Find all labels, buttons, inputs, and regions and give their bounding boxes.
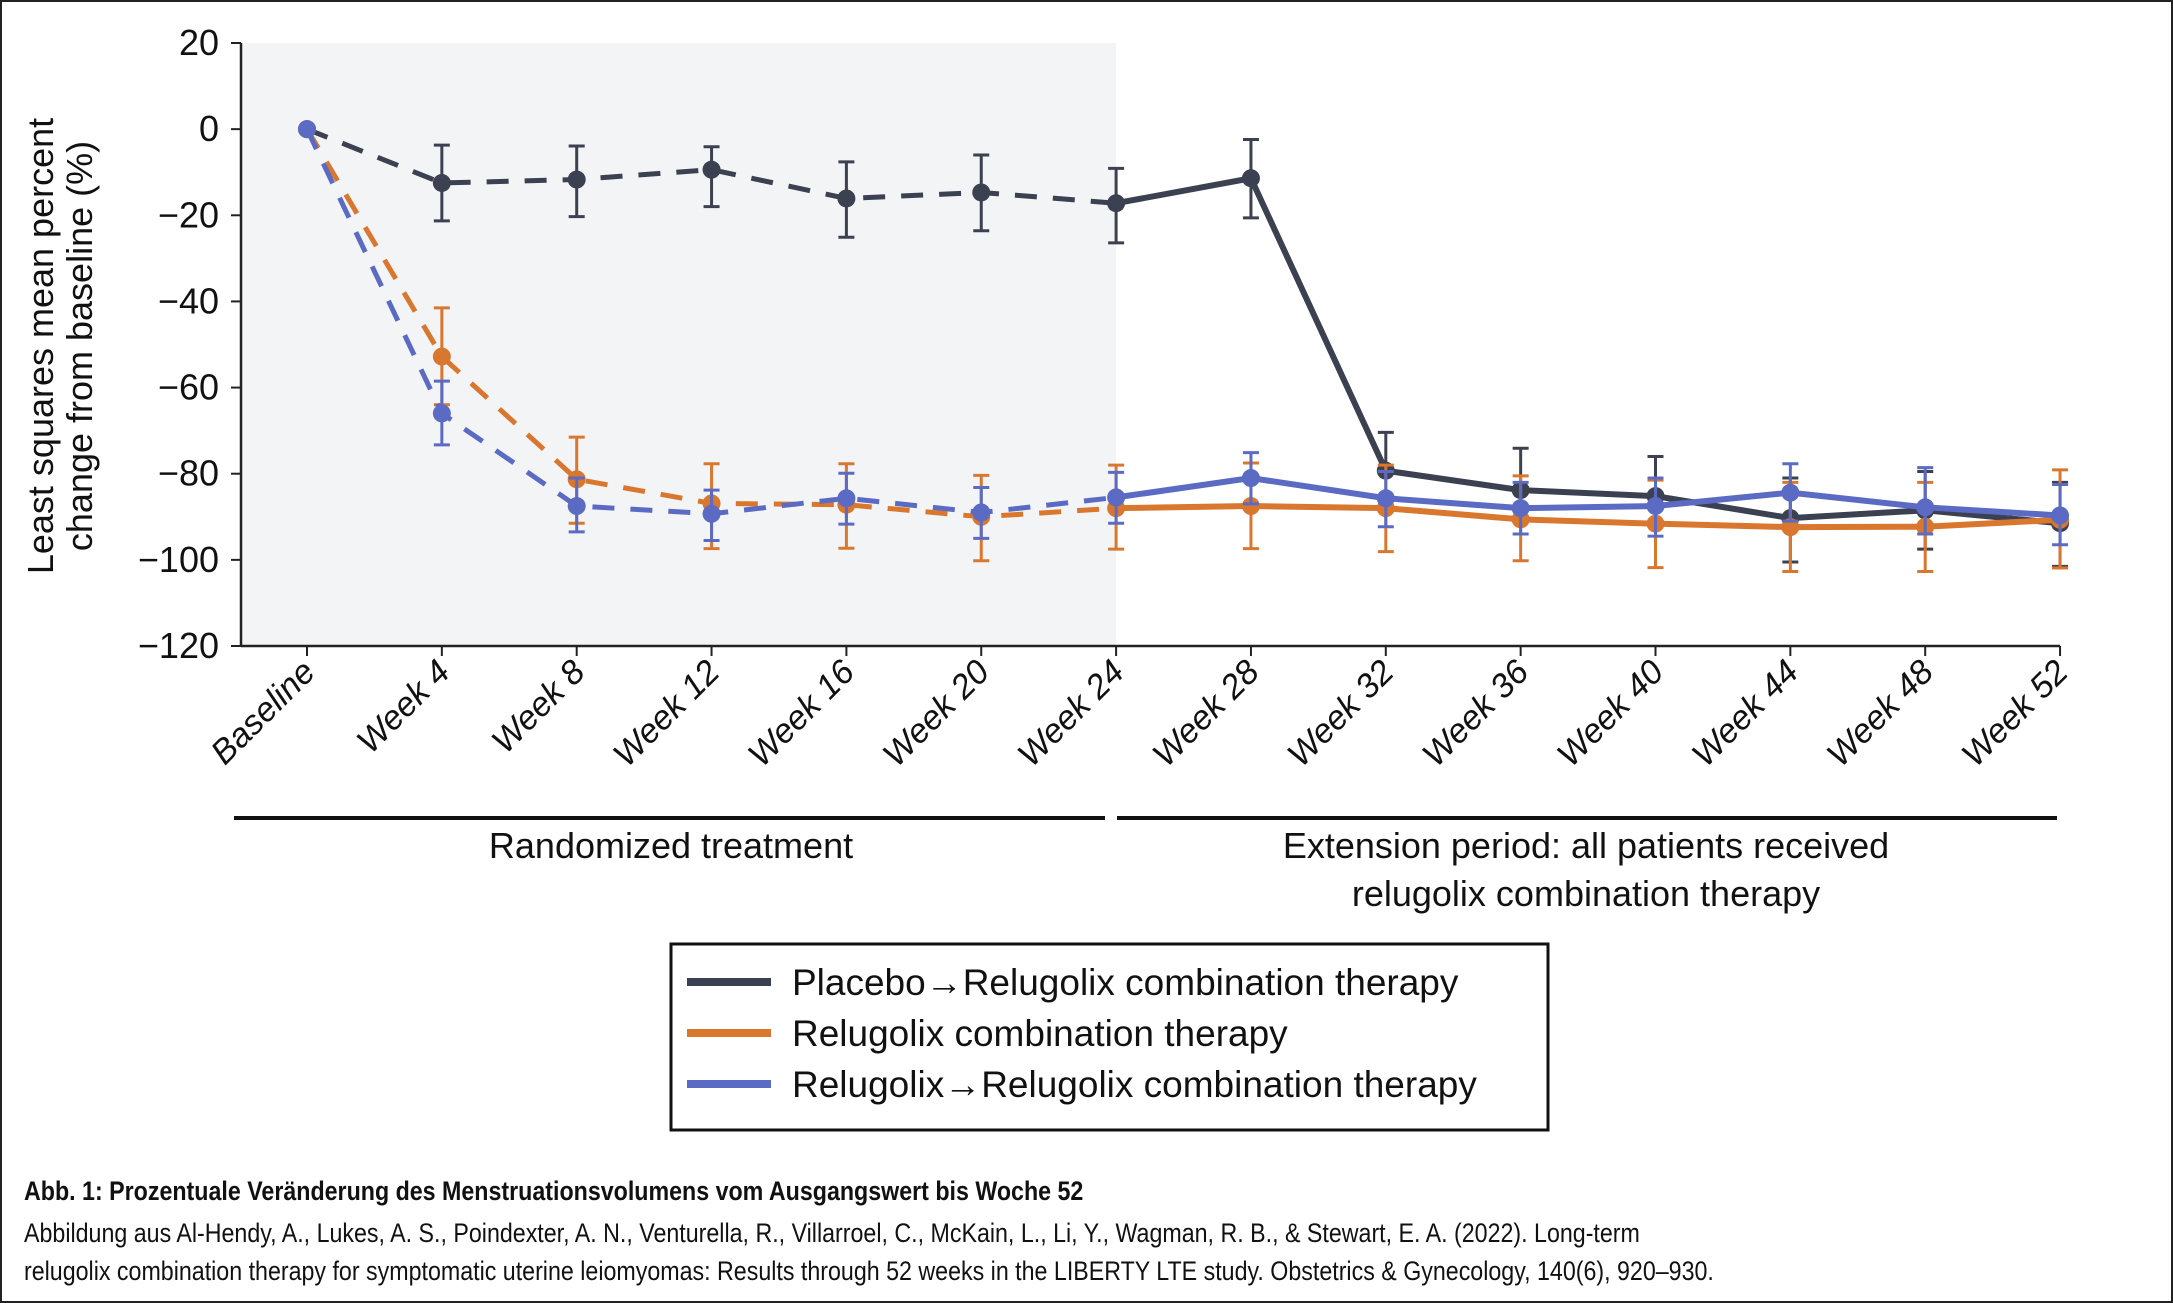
data-point	[972, 503, 991, 522]
data-point	[1241, 497, 1260, 516]
figure-caption-citation-line-1: Abbildung aus Al-Hendy, A., Lukes, A. S.…	[24, 1218, 1640, 1248]
data-point	[972, 183, 991, 202]
x-tick-label: Week 4	[350, 653, 458, 761]
x-axis: Baseline Week 4 Week 8 Week 12 Week 16 Week 2…	[204, 644, 2076, 774]
data-point	[1107, 488, 1126, 507]
y-tick-label: −60	[158, 367, 219, 408]
data-point	[1781, 518, 1800, 537]
data-point	[1781, 483, 1800, 502]
data-point	[1241, 469, 1260, 488]
y-tick-label: −120	[138, 625, 219, 666]
data-point	[702, 504, 721, 523]
x-tick-label: Week 28	[1145, 653, 1266, 774]
y-axis-label-line-2: change from baseline (%)	[59, 141, 100, 551]
y-tick-label: 20	[179, 22, 219, 63]
figure-caption-title: Abb. 1: Prozentuale Veränderung des Mens…	[24, 1176, 1084, 1206]
data-point	[1376, 489, 1395, 508]
data-point	[567, 497, 586, 516]
series-line-solid	[1115, 474, 2061, 519]
y-tick-label: −20	[158, 194, 219, 235]
data-point	[1511, 499, 1530, 518]
data-point	[1646, 497, 1665, 516]
data-point	[1107, 194, 1126, 213]
extension-period-label-line-2: relugolix combination therapy	[1352, 873, 1820, 914]
legend-label: Placebo→Relugolix combination therapy	[792, 962, 1459, 1003]
period-brackets: Randomized treatment Extension period: al…	[234, 816, 2057, 914]
x-tick-label: Week 8	[484, 653, 592, 761]
extension-period-label-line-1: Extension period: all patients received	[1283, 825, 1889, 866]
data-point	[2051, 506, 2070, 525]
x-tick-label: Week 40	[1550, 653, 1671, 774]
data-point	[432, 404, 451, 423]
y-axis-label: Least squares mean percent change from b…	[20, 118, 100, 574]
x-tick-label: Baseline	[204, 653, 323, 772]
x-tick-label: Week 20	[876, 653, 997, 774]
y-tick-label: −80	[158, 453, 219, 494]
x-tick-label: Week 24	[1010, 653, 1131, 774]
figure-caption-citation-line-2: relugolix combination therapy for sympto…	[24, 1256, 1714, 1286]
x-tick-label: Week 48	[1820, 653, 1941, 774]
y-tick-label: −100	[138, 539, 219, 580]
data-point	[1241, 169, 1260, 188]
x-tick-label: Week 16	[741, 653, 862, 774]
x-tick-label: Week 36	[1415, 653, 1536, 774]
x-tick-label: Week 12	[606, 653, 727, 774]
data-point	[298, 120, 316, 139]
randomized-period-label: Randomized treatment	[489, 825, 853, 866]
y-axis-label-line-1: Least squares mean percent	[20, 118, 61, 574]
x-tick-label: Week 32	[1280, 653, 1401, 774]
legend-label: Relugolix combination therapy	[792, 1013, 1288, 1054]
data-point	[432, 173, 451, 192]
legend-box	[669, 942, 1550, 1132]
data-point	[837, 189, 856, 208]
y-tick-label: 0	[199, 108, 219, 149]
legend-label: Relugolix→Relugolix combination therapy	[792, 1064, 1477, 1105]
series-line-solid	[1116, 503, 2061, 531]
data-point	[567, 170, 586, 189]
x-tick-label: Week 52	[1954, 653, 2075, 774]
series-layer	[298, 120, 2070, 573]
data-point	[837, 489, 856, 508]
data-point	[1916, 498, 1935, 517]
legend: Placebo→Relugolix combination therapy Rel…	[669, 942, 1550, 1132]
chart: Least squares mean percent change from b…	[20, 22, 2076, 1132]
randomized-period-shading	[241, 43, 1117, 646]
series-3	[298, 120, 2070, 547]
x-tick-label: Week 44	[1685, 653, 1806, 774]
series-line-solid	[1115, 174, 2061, 527]
data-point	[702, 160, 721, 179]
data-point	[432, 347, 451, 366]
y-tick-label: −40	[158, 280, 219, 321]
y-axis: 20 0 −20 −40 −60 −80 −100 −120	[138, 22, 243, 666]
